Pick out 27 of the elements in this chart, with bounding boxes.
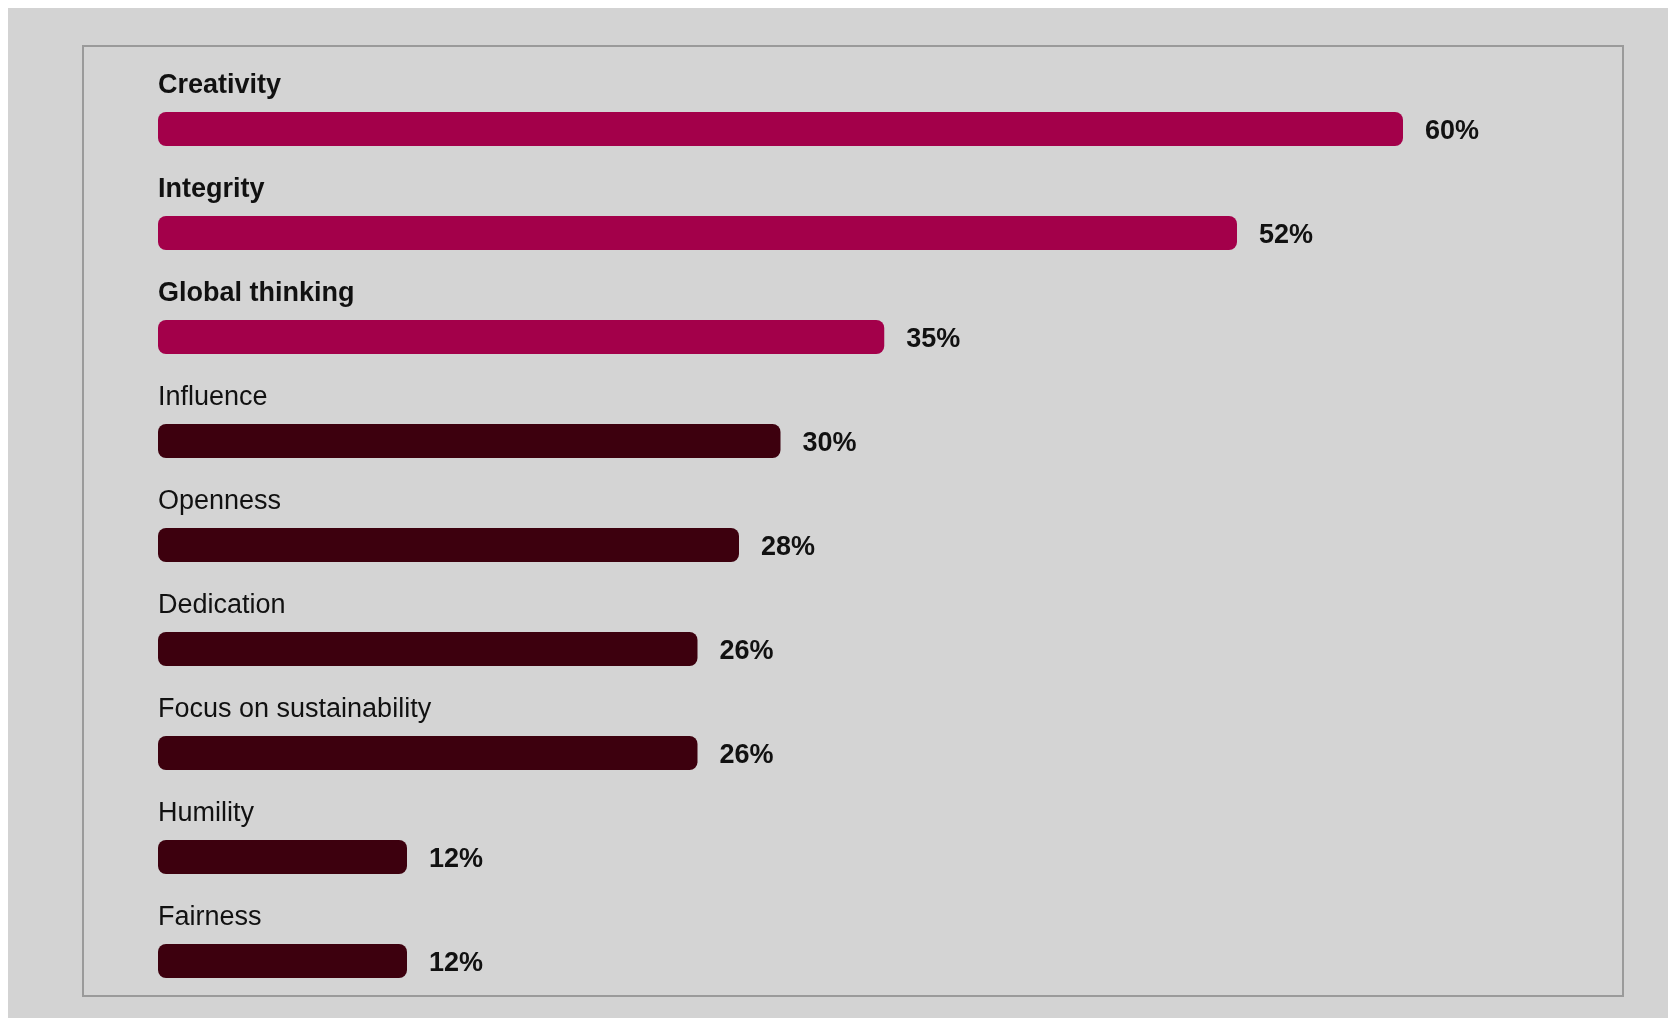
bar [158,632,698,666]
data-label: 12% [429,947,484,977]
data-label: 35% [906,323,961,353]
data-label: 28% [761,531,816,561]
bar [158,424,781,458]
data-label: 30% [802,427,857,457]
data-label: 52% [1259,219,1314,249]
y-tick-label: Influence [158,381,268,411]
y-tick-label: Global thinking [158,277,355,307]
y-tick-label: Creativity [158,69,282,99]
y-tick-label: Integrity [158,173,265,203]
bar [158,944,407,978]
y-tick-label: Openness [158,485,282,515]
y-tick-label: Dedication [158,589,286,619]
bar [158,736,698,770]
y-tick-label: Humility [158,797,255,827]
bar [158,528,739,562]
bar [158,840,407,874]
bar [158,216,1237,250]
data-label: 26% [719,635,774,665]
y-tick-label: Fairness [158,901,262,931]
data-label: 60% [1425,115,1480,145]
data-label: 12% [429,843,484,873]
bar [158,112,1403,146]
y-tick-label: Focus on sustainability [158,693,432,723]
bar [158,320,885,354]
data-label: 26% [719,739,774,769]
